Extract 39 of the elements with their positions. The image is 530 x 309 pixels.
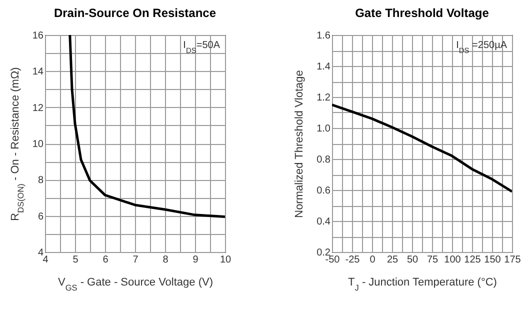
x-tick-label: 6 — [102, 254, 109, 266]
x-tick-label: 50 — [406, 254, 418, 266]
line-series — [68, 35, 225, 218]
x-tick-label: 8 — [162, 254, 169, 266]
y-axis-title: Normalized Threshold Vlotage — [294, 70, 306, 218]
y-tick-label: 14 — [32, 66, 44, 78]
x-tick-label: 9 — [192, 254, 199, 266]
y-tick-label: 0.8 — [316, 154, 331, 166]
x-tick-label: -25 — [345, 254, 360, 266]
y-tick-label: 1.4 — [316, 62, 331, 72]
y-tick-label: 6 — [38, 211, 44, 222]
annotation: I$_{DS}$=50A — [183, 40, 220, 54]
chart-title: Drain-Source On Resistance — [54, 6, 216, 20]
y-tick-label: 4 — [38, 248, 44, 258]
x-axis-title: V$_{GS}$ - Gate - Source Voltage (V) — [58, 276, 213, 292]
x-tick-label: 10 — [220, 254, 232, 266]
annotation: I$_{DS}$ =250µA — [456, 40, 508, 54]
y-tick-label: 1.2 — [316, 92, 331, 104]
x-tick-label: -50 — [325, 254, 340, 266]
x-tick-label: 5 — [72, 254, 79, 266]
x-tick-label: 75 — [426, 254, 438, 266]
x-tick-label: 150 — [484, 254, 502, 266]
y-tick-label: 8 — [38, 175, 44, 186]
x-tick-label: 175 — [504, 254, 522, 266]
x-tick-label: 100 — [444, 254, 462, 266]
x-tick-label: 0 — [370, 254, 376, 266]
y-tick-label: 1.6 — [316, 30, 331, 42]
y-tick-label: 1.0 — [316, 124, 331, 134]
x-axis-title: T$_{J}$ - Junction Temperature (°C) — [348, 276, 497, 292]
x-tick-label: 25 — [386, 254, 398, 266]
x-tick-label: 125 — [464, 254, 482, 266]
x-tick-label: 7 — [132, 254, 139, 266]
y-tick-label: 10 — [32, 139, 44, 150]
chart-title: Gate Threshold Voltage — [355, 6, 490, 20]
line-series — [332, 104, 512, 193]
y-tick-label: 0.4 — [316, 216, 331, 228]
y-tick-label: 16 — [32, 30, 44, 42]
y-tick-label: 12 — [32, 102, 44, 114]
y-tick-label: 0.6 — [316, 186, 331, 196]
